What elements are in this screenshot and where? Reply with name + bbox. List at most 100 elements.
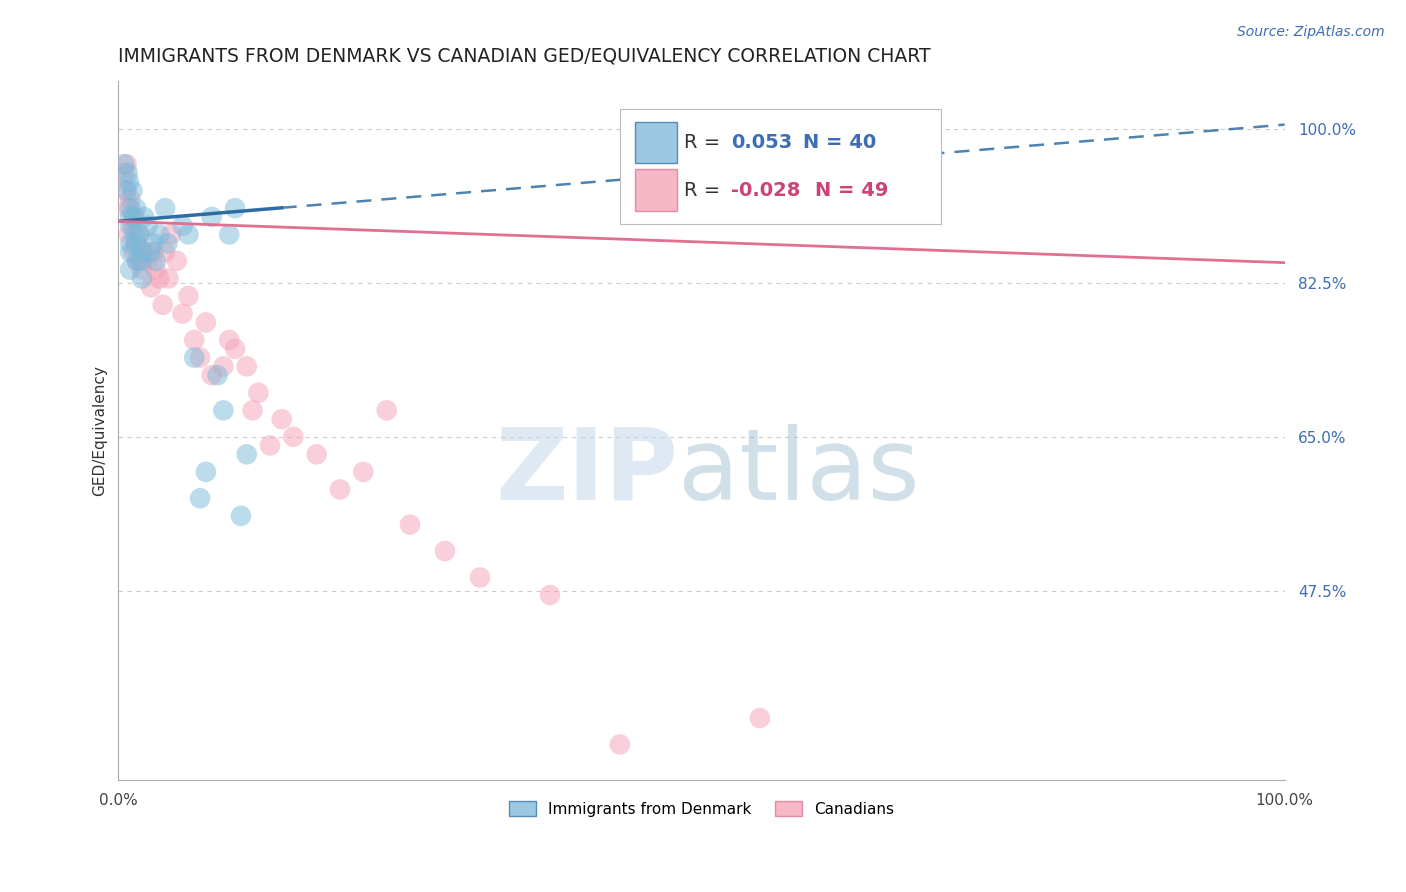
Point [468, 570, 491, 584]
Point [112, 166, 135, 180]
Point [120, 219, 142, 233]
Point [148, 227, 170, 242]
Point [127, 253, 149, 268]
Point [139, 245, 162, 260]
Point [129, 253, 152, 268]
Point [224, 201, 246, 215]
Point [132, 245, 155, 260]
Point [207, 368, 229, 383]
Point [136, 253, 159, 268]
Point [122, 210, 145, 224]
Point [748, 711, 770, 725]
Point [115, 184, 138, 198]
Point [120, 236, 142, 251]
Point [352, 465, 374, 479]
Point [194, 465, 217, 479]
Point [118, 227, 141, 242]
Point [375, 403, 398, 417]
Point [120, 210, 142, 224]
Point [224, 342, 246, 356]
Point [128, 227, 150, 242]
Point [114, 184, 136, 198]
Point [131, 271, 153, 285]
Point [259, 438, 281, 452]
Point [270, 412, 292, 426]
Point [139, 280, 162, 294]
Point [153, 201, 176, 215]
Point [229, 508, 252, 523]
Point [235, 447, 257, 461]
Y-axis label: GED/Equivalency: GED/Equivalency [93, 365, 107, 496]
Text: IMMIGRANTS FROM DENMARK VS CANADIAN GED/EQUIVALENCY CORRELATION CHART: IMMIGRANTS FROM DENMARK VS CANADIAN GED/… [118, 46, 931, 65]
Point [121, 219, 143, 233]
Point [136, 219, 159, 233]
Point [160, 227, 183, 242]
FancyBboxPatch shape [636, 122, 678, 163]
Point [131, 245, 153, 260]
Point [235, 359, 257, 374]
FancyBboxPatch shape [636, 169, 678, 211]
Point [242, 403, 264, 417]
Point [121, 184, 143, 198]
Point [201, 368, 224, 383]
Point [142, 245, 165, 260]
Text: R =: R = [685, 180, 720, 200]
Point [194, 315, 217, 329]
Text: R =: R = [685, 133, 727, 152]
Text: atlas: atlas [678, 424, 920, 521]
Point [125, 236, 148, 251]
Point [148, 271, 170, 285]
FancyBboxPatch shape [620, 109, 941, 224]
Point [125, 201, 148, 215]
Legend: Immigrants from Denmark, Canadians: Immigrants from Denmark, Canadians [501, 793, 903, 824]
Point [283, 430, 305, 444]
Point [156, 236, 179, 251]
Text: N = 40: N = 40 [803, 133, 876, 152]
Point [118, 175, 141, 189]
Point [218, 227, 240, 242]
Point [127, 253, 149, 268]
Point [188, 491, 211, 506]
Point [152, 298, 174, 312]
Text: Source: ZipAtlas.com: Source: ZipAtlas.com [1237, 25, 1385, 39]
Point [145, 262, 167, 277]
Point [177, 289, 200, 303]
Point [212, 403, 235, 417]
Point [188, 351, 211, 365]
Point [117, 201, 139, 215]
Point [538, 588, 561, 602]
Point [172, 219, 194, 233]
Point [124, 227, 146, 242]
Text: -0.028: -0.028 [731, 180, 800, 200]
Point [305, 447, 328, 461]
Point [609, 738, 631, 752]
Point [247, 385, 270, 400]
Point [218, 333, 240, 347]
Point [128, 227, 150, 242]
Point [399, 517, 422, 532]
Point [153, 245, 176, 260]
Point [157, 271, 180, 285]
Point [120, 262, 142, 277]
Point [166, 253, 188, 268]
Point [433, 544, 456, 558]
Point [329, 483, 352, 497]
Point [142, 236, 165, 251]
Point [131, 262, 153, 277]
Point [201, 210, 224, 224]
Point [120, 245, 142, 260]
Text: 0.053: 0.053 [731, 133, 792, 152]
Point [124, 210, 146, 224]
Point [145, 253, 167, 268]
Text: ZIP: ZIP [495, 424, 678, 521]
Point [212, 359, 235, 374]
Point [183, 351, 205, 365]
Point [115, 157, 138, 171]
Point [177, 227, 200, 242]
Point [183, 333, 205, 347]
Point [172, 307, 194, 321]
Point [132, 210, 155, 224]
Point [112, 157, 135, 171]
Text: N = 49: N = 49 [814, 180, 889, 200]
Point [122, 245, 145, 260]
